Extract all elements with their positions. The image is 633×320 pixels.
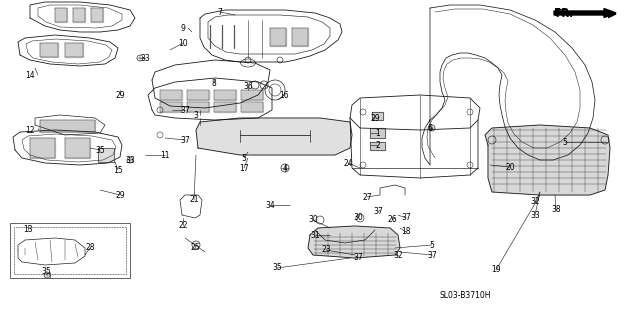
Text: 21: 21 xyxy=(189,196,199,204)
Polygon shape xyxy=(65,138,90,158)
Text: 7: 7 xyxy=(218,7,222,17)
Polygon shape xyxy=(65,43,83,57)
Polygon shape xyxy=(160,102,182,112)
Text: 30: 30 xyxy=(308,215,318,225)
Text: 14: 14 xyxy=(25,70,35,79)
Text: FR.: FR. xyxy=(554,8,573,18)
Text: 37: 37 xyxy=(180,106,190,115)
Text: 23: 23 xyxy=(321,245,331,254)
Text: 6: 6 xyxy=(427,124,432,132)
Text: 11: 11 xyxy=(160,150,170,159)
Polygon shape xyxy=(308,226,400,258)
Text: 29: 29 xyxy=(370,114,380,123)
Text: 37: 37 xyxy=(373,207,383,217)
Text: 34: 34 xyxy=(265,201,275,210)
Polygon shape xyxy=(187,90,209,100)
Text: 24: 24 xyxy=(343,158,353,167)
Text: 10: 10 xyxy=(178,38,188,47)
Text: 33: 33 xyxy=(530,211,540,220)
Polygon shape xyxy=(214,102,236,112)
Text: 25: 25 xyxy=(190,244,200,252)
Text: 30: 30 xyxy=(353,213,363,222)
Polygon shape xyxy=(40,43,58,57)
Text: FR.: FR. xyxy=(555,9,573,19)
Text: 22: 22 xyxy=(179,220,188,229)
Text: 37: 37 xyxy=(180,135,190,145)
Polygon shape xyxy=(214,90,236,100)
Polygon shape xyxy=(73,8,85,22)
Text: 35: 35 xyxy=(95,146,105,155)
Text: 13: 13 xyxy=(23,226,33,235)
Text: SL03-B3710H: SL03-B3710H xyxy=(440,291,491,300)
Text: 32: 32 xyxy=(530,197,540,206)
Text: 35: 35 xyxy=(41,268,51,276)
Polygon shape xyxy=(292,28,308,46)
Text: 33: 33 xyxy=(125,156,135,164)
Text: 20: 20 xyxy=(505,163,515,172)
Text: 28: 28 xyxy=(85,244,95,252)
Text: 18: 18 xyxy=(401,228,411,236)
Polygon shape xyxy=(372,112,383,120)
Polygon shape xyxy=(370,142,385,150)
Text: 5: 5 xyxy=(242,154,246,163)
Polygon shape xyxy=(485,125,610,195)
Polygon shape xyxy=(91,8,103,22)
Polygon shape xyxy=(187,102,209,112)
Text: 9: 9 xyxy=(180,23,185,33)
Polygon shape xyxy=(30,138,55,158)
Polygon shape xyxy=(270,28,286,46)
Text: 32: 32 xyxy=(393,251,403,260)
Text: 27: 27 xyxy=(362,193,372,202)
Text: 26: 26 xyxy=(387,215,397,225)
Text: 4: 4 xyxy=(282,164,287,172)
Polygon shape xyxy=(40,120,95,132)
Text: 37: 37 xyxy=(401,213,411,222)
Text: 16: 16 xyxy=(279,91,289,100)
Polygon shape xyxy=(370,128,385,138)
Polygon shape xyxy=(98,148,114,162)
Text: 1: 1 xyxy=(375,129,380,138)
Polygon shape xyxy=(241,90,263,100)
Bar xyxy=(10,223,130,278)
Text: 12: 12 xyxy=(25,125,35,134)
Polygon shape xyxy=(160,90,182,100)
Text: 37: 37 xyxy=(353,252,363,261)
Text: 5: 5 xyxy=(563,138,567,147)
Text: 5: 5 xyxy=(430,241,434,250)
Text: 37: 37 xyxy=(427,251,437,260)
Text: 17: 17 xyxy=(239,164,249,172)
Text: 38: 38 xyxy=(551,205,561,214)
Text: 29: 29 xyxy=(115,190,125,199)
Polygon shape xyxy=(55,8,67,22)
Text: 3: 3 xyxy=(194,110,198,119)
Polygon shape xyxy=(241,102,263,112)
Bar xyxy=(14,227,126,274)
Text: 29: 29 xyxy=(115,91,125,100)
Polygon shape xyxy=(196,118,352,155)
Text: 8: 8 xyxy=(211,78,216,87)
Text: 31: 31 xyxy=(310,230,320,239)
Text: 33: 33 xyxy=(140,53,150,62)
Text: 36: 36 xyxy=(243,82,253,91)
Text: 2: 2 xyxy=(375,140,380,149)
Text: 15: 15 xyxy=(113,165,123,174)
Text: 35: 35 xyxy=(272,263,282,273)
Text: 19: 19 xyxy=(491,266,501,275)
FancyArrow shape xyxy=(554,9,616,18)
